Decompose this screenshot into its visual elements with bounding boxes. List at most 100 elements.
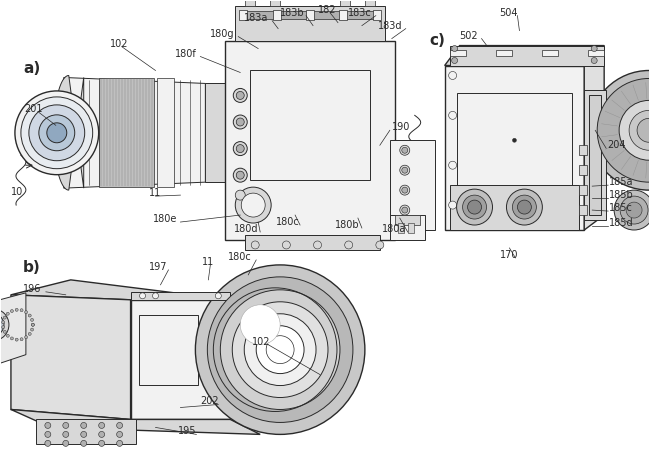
Text: 185b: 185b	[609, 190, 634, 200]
Circle shape	[20, 338, 23, 341]
Bar	[157, 79, 174, 187]
Polygon shape	[0, 293, 26, 370]
Circle shape	[236, 145, 244, 153]
Polygon shape	[11, 280, 230, 300]
Circle shape	[45, 423, 51, 428]
Circle shape	[99, 440, 105, 446]
Circle shape	[456, 189, 493, 225]
Text: 183b: 183b	[280, 7, 305, 18]
Circle shape	[99, 423, 105, 428]
Bar	[579, 185, 587, 195]
Circle shape	[6, 312, 9, 315]
Circle shape	[31, 323, 34, 326]
Circle shape	[235, 187, 271, 223]
Circle shape	[236, 171, 244, 179]
Text: 190: 190	[392, 122, 410, 132]
Circle shape	[28, 332, 31, 336]
Bar	[450, 185, 579, 230]
Circle shape	[400, 145, 410, 155]
Circle shape	[15, 308, 18, 311]
Circle shape	[517, 200, 532, 214]
Circle shape	[215, 293, 221, 299]
Circle shape	[81, 431, 86, 438]
Circle shape	[15, 338, 18, 341]
Circle shape	[620, 196, 648, 224]
Circle shape	[233, 168, 247, 182]
Circle shape	[81, 423, 86, 428]
Circle shape	[3, 330, 6, 333]
Circle shape	[99, 431, 105, 438]
Text: 504: 504	[499, 7, 518, 18]
Circle shape	[282, 241, 291, 249]
Circle shape	[0, 309, 9, 341]
Circle shape	[20, 309, 23, 312]
Bar	[496, 50, 512, 56]
Text: 180d: 180d	[234, 224, 259, 234]
Circle shape	[25, 336, 27, 339]
Circle shape	[251, 241, 259, 249]
Text: a): a)	[23, 61, 40, 76]
Bar	[239, 10, 247, 20]
Bar	[579, 205, 587, 215]
Circle shape	[3, 316, 6, 319]
Text: 11: 11	[202, 257, 215, 267]
Circle shape	[140, 293, 146, 299]
Circle shape	[256, 326, 304, 373]
Text: 202: 202	[200, 396, 219, 407]
Text: 180f: 180f	[176, 49, 197, 58]
Circle shape	[31, 323, 34, 326]
Circle shape	[47, 123, 67, 143]
Circle shape	[63, 440, 69, 446]
Circle shape	[233, 88, 247, 102]
Text: 197: 197	[149, 262, 167, 272]
Circle shape	[597, 79, 650, 182]
Text: 185c: 185c	[609, 203, 633, 213]
Circle shape	[116, 431, 123, 438]
Text: 180a: 180a	[382, 224, 406, 234]
Circle shape	[28, 314, 31, 317]
Circle shape	[116, 440, 123, 446]
Circle shape	[10, 337, 14, 340]
Bar	[270, 0, 280, 6]
Circle shape	[400, 165, 410, 175]
Circle shape	[15, 91, 99, 175]
Circle shape	[506, 189, 542, 225]
Circle shape	[233, 142, 247, 155]
Circle shape	[637, 118, 650, 142]
Text: 180c: 180c	[228, 252, 252, 262]
Circle shape	[592, 45, 597, 51]
Bar	[365, 0, 375, 6]
Text: 11: 11	[149, 188, 161, 198]
Polygon shape	[11, 410, 260, 434]
Bar	[339, 10, 348, 20]
Circle shape	[614, 190, 650, 230]
Bar	[340, 0, 350, 6]
Circle shape	[196, 265, 365, 434]
Bar	[36, 419, 136, 445]
Bar	[390, 140, 435, 230]
Bar	[579, 165, 587, 175]
Bar	[131, 292, 230, 300]
Circle shape	[10, 309, 14, 313]
Bar	[250, 71, 370, 180]
Bar	[138, 315, 198, 385]
Text: 102: 102	[110, 38, 128, 49]
Circle shape	[232, 302, 328, 397]
Circle shape	[240, 305, 280, 344]
Circle shape	[63, 431, 69, 438]
Circle shape	[402, 167, 408, 173]
Bar	[235, 6, 385, 41]
Bar	[306, 10, 314, 20]
Circle shape	[153, 293, 159, 299]
Circle shape	[512, 195, 536, 219]
Circle shape	[400, 205, 410, 215]
Bar	[99, 79, 153, 187]
Circle shape	[452, 45, 458, 51]
Polygon shape	[205, 83, 226, 182]
Polygon shape	[11, 295, 131, 419]
Circle shape	[619, 101, 650, 160]
Circle shape	[6, 334, 9, 337]
Text: 502: 502	[460, 30, 478, 41]
Circle shape	[512, 138, 517, 142]
Polygon shape	[584, 45, 604, 230]
